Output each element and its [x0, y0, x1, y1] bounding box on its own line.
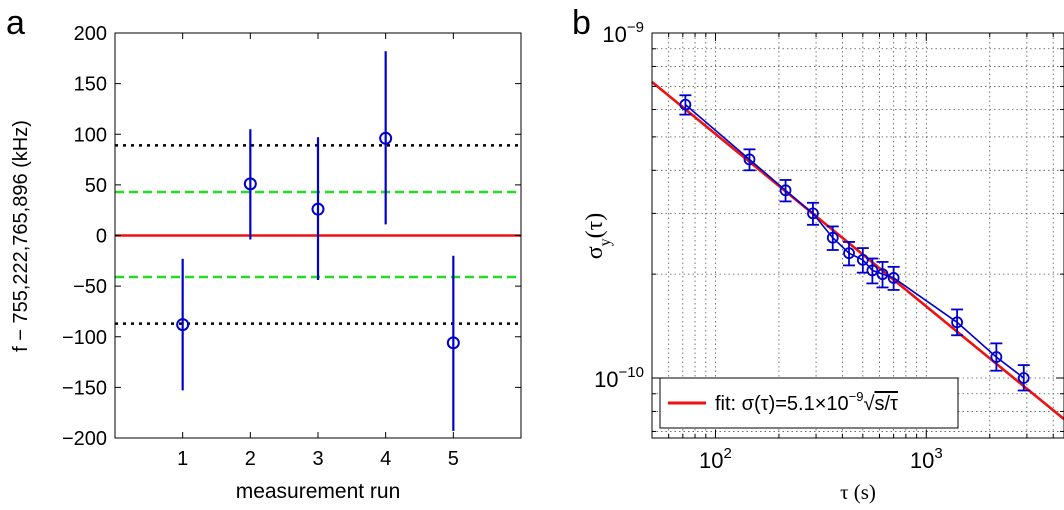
x-tick-label: 5 [448, 448, 459, 470]
y-tick-label: 150 [74, 74, 107, 96]
panel-a-xlabel: measurement run [236, 480, 401, 503]
data-point [866, 264, 879, 277]
panel-b-data [651, 81, 1064, 421]
x-tick-label: 4 [380, 448, 391, 470]
data-point [887, 272, 900, 284]
panel-b-letter: b [572, 4, 591, 42]
panel-a-ylabel: f − 755,222,765,896 (kHz) [10, 120, 32, 352]
panel-b-ylabel: σy(τ) [582, 213, 614, 260]
panel-b: b 102 103 10−10 10−9 τ (s) σy(τ) fit: σ(τ)=… [572, 4, 1064, 504]
fit-line [651, 81, 1064, 421]
panel-b-ticks: 102 103 10−10 10−9 [594, 19, 1064, 473]
panel-a-data [176, 51, 460, 431]
x-tick-label: 103 [910, 445, 943, 473]
data-point [446, 336, 460, 350]
panel-b-axes-box [651, 32, 1064, 439]
y-tick-label: −50 [73, 276, 107, 298]
data-point [779, 184, 792, 197]
y-tick-label: 100 [74, 124, 107, 146]
data-point [856, 253, 869, 266]
y-tick-label: −150 [62, 377, 107, 399]
data-point [1017, 372, 1030, 384]
data-point [990, 351, 1003, 363]
x-tick-label: 102 [699, 445, 732, 473]
x-tick-label: 2 [245, 448, 256, 470]
data-point [807, 207, 819, 220]
y-tick-label: 10−10 [594, 364, 644, 392]
panel-b-legend: fit: σ(τ)=5.1×10−9√s/τ [659, 377, 959, 429]
y-tick-label: 50 [85, 175, 107, 197]
data-point [379, 131, 393, 145]
y-tick-label: 10−9 [602, 19, 644, 47]
x-tick-label: 1 [177, 448, 188, 470]
y-tick-label: 200 [74, 23, 107, 45]
data-point [843, 247, 855, 260]
y-tick-label: 0 [96, 226, 107, 248]
data-point [311, 202, 325, 216]
y-tick-label: −200 [62, 428, 107, 450]
data-point [951, 316, 963, 329]
svg-text:σy(τ): σy(τ) [582, 213, 614, 260]
data-point [743, 153, 756, 166]
legend-box [659, 377, 959, 429]
x-tick-label: 3 [312, 448, 323, 470]
data-point [243, 177, 257, 191]
panel-a-ticks: 1 2 3 4 5 −200 −150 −100 −50 0 50 100 150 200 [62, 23, 521, 470]
data-point [679, 98, 692, 111]
panel-a: a 1 2 3 4 5 −200 −150 −100 −50 0 50 100 150 200 measu… [6, 4, 522, 503]
data-point [876, 268, 889, 281]
legend-fit-label: fit: σ(τ)=5.1×10−9√s/τ [715, 389, 898, 415]
panel-b-grid [651, 32, 1064, 438]
data-point [176, 318, 190, 332]
data-point [826, 231, 839, 244]
panel-b-xlabel: τ (s) [840, 480, 876, 504]
panel-a-letter: a [6, 4, 25, 42]
y-tick-label: −100 [62, 327, 107, 349]
